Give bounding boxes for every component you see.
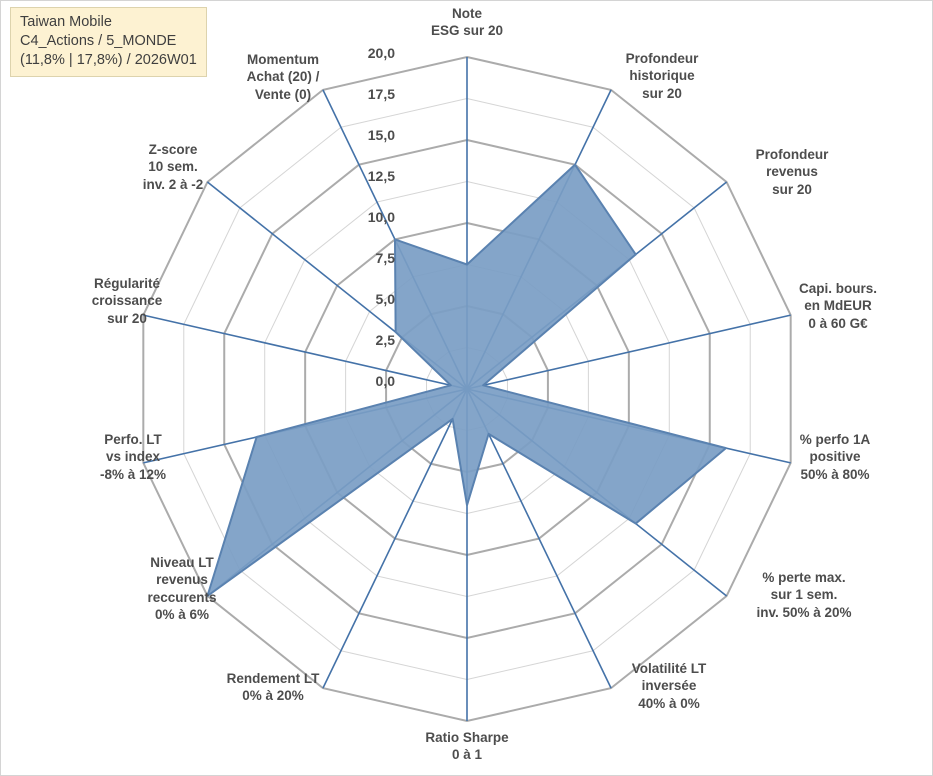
radar-spoke [466,314,791,390]
axis-label-regularite-croissance: Régularité croissance sur 20 [47,275,207,327]
axis-label-line: reccurents [147,589,217,605]
axis-label-line: inv. 2 à -2 [142,176,204,192]
axis-label-capi-bours: Capi. bours. en MdEUR 0 à 60 G€ [753,280,923,332]
axis-label-line: Vente (0) [254,86,312,102]
axis-label-line: inversée [641,678,697,694]
axis-label-perfo-1a-positive: % perfo 1A positive 50% à 80% [750,431,920,483]
axis-label-volatilite-lt-inversee: Volatilité LT inversée 40% à 0% [589,660,749,712]
axis-label-line: Momentum [247,52,319,67]
axis-label-line: 10 sem. [148,159,198,175]
axis-label-niveau-lt-revenus-reccurents: Niveau LT revenus reccurents 0% à 6% [107,554,257,623]
axis-label-line: croissance [91,293,163,309]
axis-label-line: Régularité [93,276,161,291]
axis-label-line: sur 20 [642,85,682,101]
axis-label-line: -8% à 12% [99,466,167,482]
series-legend-box: Taiwan Mobile C4_Actions / 5_MONDE (11,8… [10,7,207,78]
axis-label-line: Rendement LT [226,671,320,686]
axis-label-line: Perfo. LT [104,432,162,447]
radial-tick-label: 20,0 [367,45,395,61]
axis-label-note-esg: Note ESG sur 20 [387,5,547,40]
axis-label-line: inv. 50% à 20% [756,604,852,620]
radial-tick-label: 15,0 [367,127,395,143]
radial-tick-label: 5,0 [375,291,395,307]
axis-label-z-score-10sem: Z-score 10 sem. inv. 2 à -2 [98,141,248,193]
axis-label-profondeur-historique: Profondeur historique sur 20 [582,50,742,102]
axis-label-line: revenus [156,572,208,588]
axis-label-line: vs index [105,449,161,465]
legend-line-title: Taiwan Mobile [20,14,112,30]
radar-spoke [322,388,468,689]
axis-label-line: Volatilité LT [631,661,707,676]
axis-label-line: Niveau LT [150,555,214,570]
legend-line-universe: C4_Actions / 5_MONDE [20,33,177,50]
axis-label-line: 50% à 80% [800,466,870,482]
axis-label-line: sur 1 sem. [770,587,838,603]
radial-tick-label: 2,5 [375,332,395,348]
axis-label-line: revenus [766,164,818,180]
axis-label-line: 0% à 20% [242,688,304,704]
radar-spoke [466,388,612,689]
axis-label-line: 40% à 0% [638,695,700,711]
axis-label-line: 0% à 6% [154,606,210,622]
axis-label-line: Achat (20) / [246,69,320,85]
axis-label-line: 0 à 60 G€ [808,315,868,331]
axis-label-rendement-lt: Rendement LT 0% à 20% [188,670,358,705]
axis-label-perte-max-1sem: % perte max. sur 1 sem. inv. 50% à 20% [704,569,904,621]
axis-label-line: Profondeur [755,147,829,162]
axis-label-momentum-achat-vente: Momentum Achat (20) / Vente (0) [203,51,363,103]
axis-label-line: Note [452,6,482,21]
axis-label-line: Ratio Sharpe [425,730,509,745]
axis-label-line: ESG sur 20 [430,23,504,39]
axis-label-line: Capi. bours. [798,281,877,296]
axis-label-profondeur-revenus: Profondeur revenus sur 20 [712,146,872,198]
axis-label-line: en MdEUR [804,298,872,314]
axis-label-line: Profondeur [625,51,699,66]
radar-series-polygon[interactable] [206,163,727,597]
axis-label-line: Z-score [148,142,198,157]
radar-series-area [206,163,727,597]
radial-tick-label: 0,0 [375,373,395,389]
axis-label-ratio-sharpe: Ratio Sharpe 0 à 1 [382,729,552,764]
axis-label-line: sur 20 [107,310,147,326]
axis-label-line: % perfo 1A [799,432,871,447]
axis-label-line: % perte max. [762,570,846,585]
radial-tick-label: 10,0 [367,209,395,225]
radial-tick-label: 17,5 [367,86,395,102]
axis-label-perfo-lt-vs-index: Perfo. LT vs index -8% à 12% [58,431,208,483]
legend-line-stats: (11,8% | 17,8%) / 2026W01 [20,52,197,69]
radar-spoke [143,314,468,390]
radial-tick-label: 12,5 [367,168,395,184]
axis-label-line: sur 20 [772,181,812,197]
radial-tick-label: 7,5 [375,250,395,266]
axis-label-line: positive [809,449,861,465]
axis-label-line: 0 à 1 [451,747,483,763]
axis-label-line: historique [629,68,695,84]
